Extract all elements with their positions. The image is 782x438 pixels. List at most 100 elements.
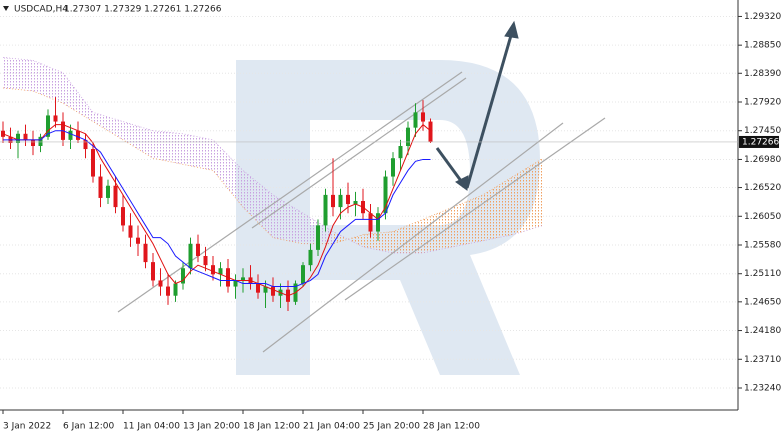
channel-lines [117, 71, 606, 353]
indicator-line [3, 130, 431, 288]
cloud-segment [393, 219, 423, 253]
candle-body [113, 185, 118, 208]
cloud-segment [453, 194, 483, 247]
menu-triangle[interactable] [3, 6, 9, 11]
cloud-segment [33, 60, 63, 104]
candle-body [413, 112, 418, 128]
y-tick-label: 1.24650 [744, 297, 781, 307]
candle-body [353, 201, 358, 205]
candle-body [68, 130, 73, 140]
candle-body [53, 115, 58, 122]
cloud-segment [273, 194, 303, 244]
candle-body [83, 139, 88, 150]
last-price-label: 1.27266 [742, 137, 779, 147]
candle-body [211, 265, 215, 275]
watermark-logo [236, 60, 540, 375]
y-tick-label: 1.26520 [744, 183, 781, 193]
cloud-segment [63, 72, 93, 122]
cloud-segment [243, 170, 273, 238]
ichimoku-cloud [2, 56, 544, 254]
candle-body [428, 121, 433, 142]
candle-body [196, 243, 200, 256]
x-tick-label: 28 Jan 12:00 [423, 422, 480, 432]
candle-body [143, 243, 148, 263]
candle-body [301, 265, 305, 284]
candle-body [158, 280, 163, 287]
x-tick-label: 21 Jan 04:00 [303, 422, 360, 432]
candle-body [98, 176, 103, 198]
y-tick-label: 1.23240 [744, 384, 781, 394]
x-tick-label: 25 Jan 20:00 [363, 422, 420, 432]
indicator-lines [2, 123, 431, 297]
y-tick-label: 1.25580 [744, 241, 781, 251]
candle-body [181, 268, 185, 284]
candle-body [106, 185, 110, 198]
candle-body [173, 283, 178, 296]
candle-body [256, 283, 260, 293]
cloud-segment [483, 176, 513, 241]
candle-body [38, 136, 43, 146]
axes: 1.23240 1.23710 1.24180 1.24650 1.25110 1.255… [0, 12, 781, 432]
cloud-segment [423, 207, 453, 253]
candle-body [263, 286, 268, 293]
symbol: USDCAD,H4 [14, 5, 68, 15]
cloud-segment [123, 121, 153, 159]
arrow-line [435, 147, 466, 186]
y-tick-label: 1.26050 [744, 212, 781, 222]
x-tick-label: 13 Jan 20:00 [183, 422, 240, 432]
cloud-segment [3, 57, 33, 91]
y-tick-label: 1.26980 [744, 155, 781, 165]
cloud-segment [183, 133, 213, 171]
x-tick-label: 18 Jan 12:00 [243, 422, 300, 432]
candle-body [368, 213, 373, 232]
arrow-line [465, 31, 514, 189]
forecast-arrows [435, 20, 519, 191]
candle-body [188, 243, 193, 269]
cloud-segment [153, 130, 183, 165]
x-tick-label: 6 Jan 12:00 [63, 422, 115, 432]
candle-body [338, 194, 343, 208]
y-tick-label: 1.24180 [744, 326, 781, 336]
x-tick-label: 3 Jan 2022 [3, 422, 51, 432]
y-tick-label: 1.27920 [744, 98, 781, 108]
indicator-line [2, 123, 431, 297]
candle-body [323, 194, 328, 226]
candle-body [91, 149, 95, 177]
candle-body [346, 194, 350, 205]
candle-body [128, 225, 133, 238]
candle-body [151, 262, 155, 281]
candle-body [16, 133, 20, 143]
cloud-segment [213, 139, 243, 208]
candle-body [406, 127, 410, 146]
channel-line [117, 71, 463, 313]
y-tick-label: 1.27450 [744, 126, 781, 136]
candle-body [46, 115, 50, 137]
candle-body [398, 146, 403, 159]
channel-line [344, 117, 606, 301]
channel-line [251, 77, 467, 229]
x-tick-label: 11 Jan 04:00 [123, 422, 180, 432]
y-tick-label: 1.28850 [744, 41, 781, 51]
candle-body [23, 133, 28, 140]
candle-body [31, 139, 35, 146]
candle-body [203, 256, 208, 266]
y-tick-label: 1.28390 [744, 69, 781, 79]
candle-body [218, 268, 223, 275]
candle-body [308, 249, 313, 266]
channel-line [262, 122, 564, 353]
candle-body [383, 176, 388, 214]
candle-body [241, 277, 245, 281]
cloud-segment [93, 112, 123, 140]
last-price-box [739, 135, 779, 148]
candle-body [331, 194, 335, 208]
candle-body [376, 213, 380, 232]
candle-body [166, 286, 170, 296]
arrow-head [504, 20, 519, 39]
y-tick-label: 1.23710 [744, 355, 781, 365]
candle-body [233, 280, 238, 287]
candle-body [391, 158, 395, 177]
y-tick-label: 1.29320 [744, 12, 781, 22]
candle-body [271, 286, 275, 296]
candle-body [421, 112, 425, 122]
y-tick-label: 1.25110 [744, 269, 781, 279]
